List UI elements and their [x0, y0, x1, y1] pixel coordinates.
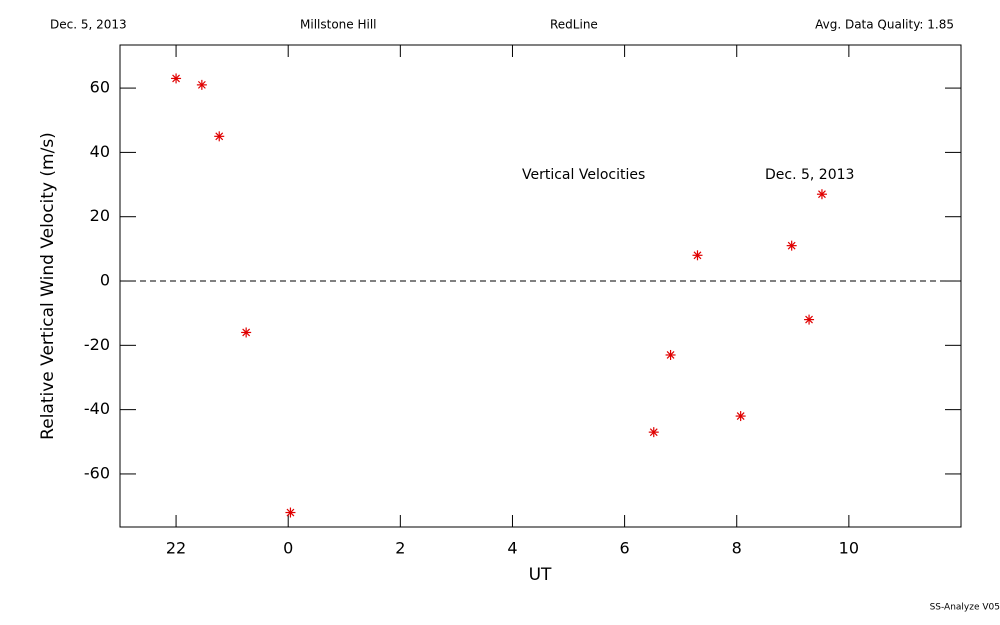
annotation: Vertical Velocities — [522, 167, 645, 183]
x-tick-label: 4 — [507, 539, 517, 558]
data-point — [171, 73, 182, 84]
data-point — [804, 314, 815, 325]
data-point — [241, 327, 252, 338]
header-line: RedLine — [550, 18, 598, 32]
x-tick-label: 10 — [839, 539, 859, 558]
x-axis-label: UT — [529, 565, 552, 585]
plot-frame — [119, 44, 962, 528]
y-tick-label: -20 — [84, 335, 110, 354]
y-tick-label: 40 — [90, 142, 110, 161]
x-tick-label: 0 — [283, 539, 293, 558]
x-tick-label: 8 — [732, 539, 742, 558]
data-point — [214, 131, 225, 142]
y-tick-label: 0 — [100, 271, 110, 290]
data-point — [692, 250, 703, 261]
data-point — [196, 79, 207, 90]
y-tick-label: 60 — [90, 78, 110, 97]
data-point — [665, 349, 676, 360]
header-date: Dec. 5, 2013 — [50, 18, 127, 32]
y-tick-label: -40 — [84, 399, 110, 418]
data-point — [786, 240, 797, 251]
annotation: Dec. 5, 2013 — [765, 167, 854, 183]
x-tick-label: 2 — [395, 539, 405, 558]
data-point — [816, 189, 827, 200]
data-point — [285, 507, 296, 518]
y-axis-label: Relative Vertical Wind Velocity (m/s) — [38, 132, 58, 440]
header-quality: Avg. Data Quality: 1.85 — [815, 18, 954, 32]
footer: SS-Analyze V05 — [930, 603, 1000, 613]
data-point — [648, 427, 659, 438]
data-point — [735, 411, 746, 422]
x-tick-label: 6 — [620, 539, 630, 558]
y-tick-label: 20 — [90, 206, 110, 225]
y-tick-label: -60 — [84, 463, 110, 482]
header-site: Millstone Hill — [300, 18, 376, 32]
x-tick-label: 22 — [166, 539, 186, 558]
